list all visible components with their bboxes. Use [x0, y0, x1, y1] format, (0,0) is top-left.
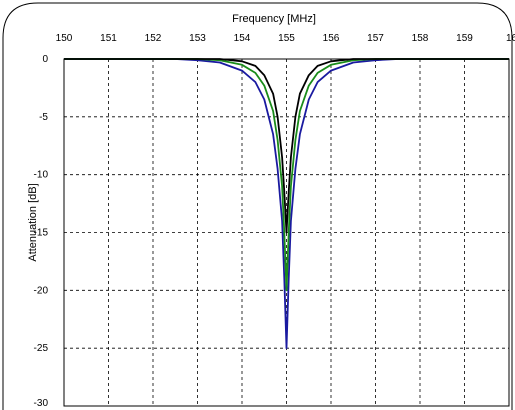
y-tick-label: -15: [34, 228, 49, 239]
x-tick-label: 160: [506, 33, 515, 44]
x-tick-label: 154: [234, 33, 251, 44]
y-tick-label: -25: [34, 343, 49, 354]
y-tick-labels: 0 -5 -10 -15 -20 -25 -30: [34, 54, 49, 409]
x-tick-label: 153: [189, 33, 206, 44]
plot-area: [63, 58, 510, 407]
y-tick-label: -10: [34, 170, 49, 181]
y-tick-label: -30: [34, 398, 49, 409]
y-tick-label: 0: [42, 54, 48, 65]
x-tick-label: 159: [456, 33, 473, 44]
x-axis-title: Frequency [MHz]: [232, 13, 316, 25]
series-line-2: [64, 58, 509, 292]
x-tick-label: 157: [367, 33, 384, 44]
y-tick-label: -20: [34, 285, 49, 296]
x-tick-label: 156: [323, 33, 340, 44]
series-line-1: [64, 58, 509, 350]
series-line-3: [64, 58, 509, 234]
series-lines: [64, 58, 509, 350]
x-tick-label: 152: [145, 33, 162, 44]
x-tick-label: 151: [100, 33, 117, 44]
x-tick-label: 158: [412, 33, 429, 44]
x-tick-label: 150: [56, 33, 73, 44]
x-tick-labels: 150 151 152 153 154 155 156 157 158 159 160: [56, 33, 515, 44]
y-axis-title: Attenuation [dB]: [27, 183, 39, 261]
y-tick-label: -5: [39, 112, 48, 123]
x-tick-label: 155: [278, 33, 295, 44]
